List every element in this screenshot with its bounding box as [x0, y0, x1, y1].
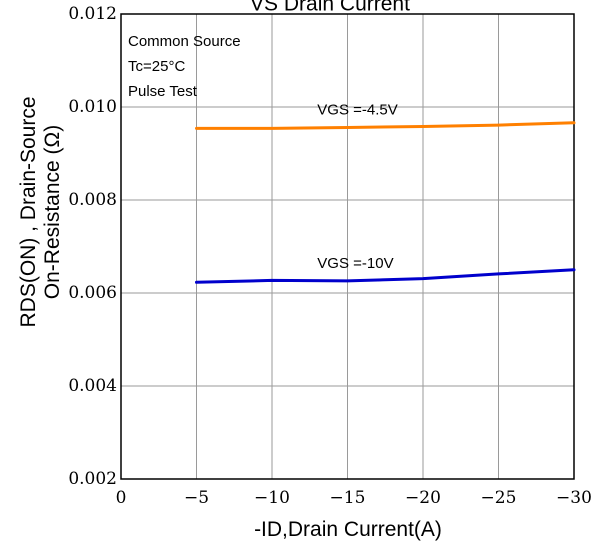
chart-title: VS Drain Current — [250, 0, 410, 16]
x-tick-label: 0 — [116, 488, 127, 508]
annotation-common-source: Common Source — [128, 33, 241, 50]
y-axis-title-line1: RDS(ON) , Drain-Source — [17, 96, 40, 327]
y-tick-label: 0.004 — [68, 376, 117, 396]
plot-frame — [120, 13, 575, 480]
tick-labels: 0 −5 −10 −15 −20 −25 −30 0.002 0.004 0.006 0.008 0.… — [68, 4, 592, 508]
series-label-0: VGS =-4.5V — [317, 101, 397, 118]
x-tick-label: −10 — [254, 488, 290, 508]
annotation-temperature: Tc=25°C — [128, 58, 185, 75]
x-axis-title: -ID,Drain Current(A) — [254, 518, 442, 541]
x-tick-label: −20 — [405, 488, 441, 508]
grid-lines — [121, 14, 574, 479]
y-tick-label: 0.002 — [68, 469, 117, 489]
series-lines: VGS =-4.5V VGS =-10V — [195, 101, 576, 284]
annotation-pulse-test: Pulse Test — [128, 83, 198, 100]
y-tick-label: 0.006 — [68, 283, 117, 303]
series-label-1: VGS =-10V — [317, 255, 393, 272]
series-line-1 — [195, 268, 576, 284]
x-tick-label: −25 — [481, 488, 517, 508]
y-axis-title-line2: On-Resistance (Ω) — [41, 125, 64, 299]
y-tick-label: 0.012 — [68, 4, 117, 24]
x-tick-label: −5 — [184, 488, 209, 508]
series-line-0 — [195, 121, 576, 130]
x-tick-label: −15 — [330, 488, 366, 508]
y-tick-label: 0.008 — [68, 190, 117, 210]
x-tick-label: −30 — [556, 488, 592, 508]
y-tick-label: 0.010 — [68, 97, 117, 117]
